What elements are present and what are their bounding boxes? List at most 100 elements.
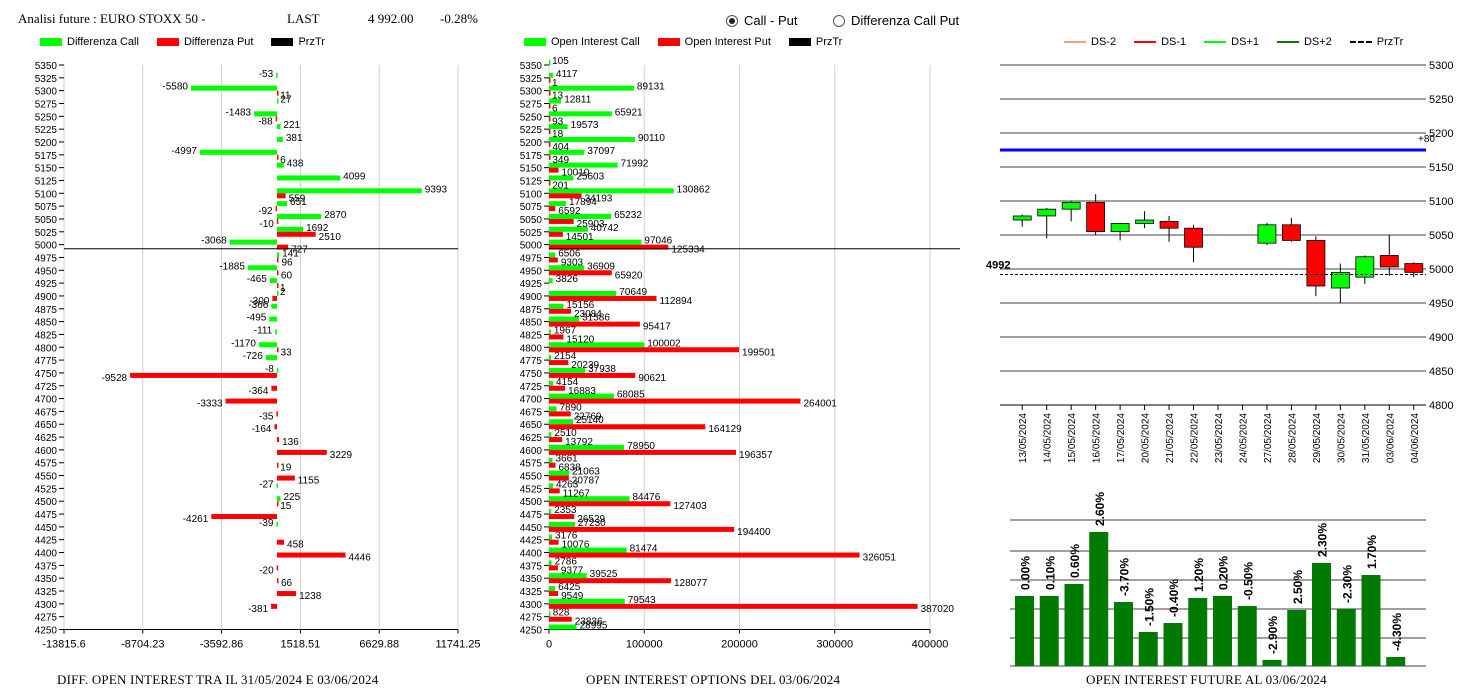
candle-x-tick-label: 03/06/2024: [1385, 413, 1396, 463]
radio-differenza[interactable]: Differenza Call Put: [833, 13, 959, 28]
candle-x-tick-label: 21/05/2024: [1165, 413, 1176, 463]
mid-bar: [549, 560, 552, 566]
left-data-label: 2510: [319, 232, 342, 243]
mid-y-tick-label: 4475: [520, 510, 543, 521]
mid-bar: [549, 496, 630, 502]
mid-data-label: 1967: [554, 325, 577, 336]
left-bar: [130, 372, 277, 378]
left-data-label: -1483: [226, 107, 252, 118]
mid-bar: [549, 578, 671, 584]
mid-y-tick-label: 5150: [520, 164, 543, 175]
mid-y-tick-label: 5350: [520, 61, 543, 72]
left-y-tick-label: 5025: [35, 228, 58, 239]
mid-bar: [549, 252, 556, 258]
pct-bar-label: 0.20%: [1217, 556, 1231, 590]
candle-y-tick-label: 5000: [1429, 264, 1453, 276]
mid-y-tick-label: 5050: [520, 215, 543, 226]
left-bar: [276, 175, 341, 181]
legend-label: DS+2: [1303, 36, 1332, 48]
mid-data-label: 95417: [643, 322, 671, 333]
mid-bar: [549, 154, 551, 160]
legend-left: Differenza Call Differenza Put PrzTr: [40, 36, 343, 48]
left-data-label: -381: [248, 604, 268, 615]
mid-data-label: 36909: [587, 261, 615, 272]
mid-data-label: 201: [552, 180, 569, 191]
legend-label: DS+1: [1231, 36, 1259, 48]
left-data-label: 2870: [324, 210, 347, 221]
mid-y-tick-label: 5175: [520, 151, 543, 162]
left-bar: [276, 98, 279, 104]
mid-data-label: 93: [552, 116, 564, 127]
candle-y-tick-label: 5200: [1429, 128, 1453, 140]
left-data-label: 727: [291, 245, 308, 256]
mid-bar: [549, 111, 612, 117]
left-y-tick-label: 4525: [35, 484, 58, 495]
mid-data-label: 17894: [569, 197, 597, 208]
mid-y-tick-label: 4975: [520, 253, 543, 264]
mid-data-label: 264001: [803, 399, 837, 410]
mid-y-tick-label: 4550: [520, 472, 543, 483]
mid-x-tick-label: 0: [546, 639, 552, 651]
mid-data-label: 3176: [555, 531, 578, 542]
candle-przTr-label: 4992: [986, 259, 1010, 271]
mid-bar: [549, 265, 585, 271]
left-y-tick-label: 4975: [35, 253, 58, 264]
mid-data-label: 25603: [576, 171, 604, 182]
candle-x-tick-label: 16/05/2024: [1092, 413, 1103, 463]
mid-y-tick-label: 4325: [520, 587, 543, 598]
left-data-label: 651: [290, 197, 307, 208]
left-data-label: -465: [247, 274, 267, 285]
pct-bar: [1312, 563, 1331, 666]
left-y-tick-label: 4325: [35, 587, 58, 598]
mid-bar: [549, 483, 554, 489]
mid-bar: [549, 136, 635, 142]
left-y-tick-label: 4400: [35, 549, 58, 560]
left-x-tick-label: 11741.25: [435, 639, 480, 651]
left-y-tick-label: 5225: [35, 125, 58, 136]
mid-data-label: 13: [552, 91, 564, 102]
left-data-label: -3333: [197, 399, 223, 410]
mid-data-label: 68085: [617, 390, 645, 401]
mid-data-label: 65921: [615, 107, 643, 118]
candle-y-tick-label: 5100: [1429, 196, 1453, 208]
left-bar: [276, 437, 280, 443]
left-y-tick-label: 4575: [35, 459, 58, 470]
legend-label: Differenza Put: [183, 36, 254, 48]
radio-selected-icon[interactable]: [726, 14, 738, 27]
left-y-tick-label: 5350: [35, 61, 58, 72]
mid-bar: [549, 437, 563, 443]
mid-x-tick-label: 200000: [721, 639, 758, 651]
mid-bar: [549, 60, 551, 65]
left-data-label: -726: [243, 351, 263, 362]
mid-x-tick-label: 300000: [816, 639, 853, 651]
mid-bar: [549, 290, 617, 296]
pct-bar-label: -3.70%: [1118, 558, 1132, 596]
radio-unselected-icon[interactable]: [833, 14, 845, 27]
mid-data-label: 9549: [561, 591, 584, 602]
pct-bar-label: 1.70%: [1365, 535, 1379, 569]
mid-y-tick-label: 5300: [520, 87, 543, 98]
mid-y-tick-label: 5100: [520, 189, 543, 200]
mid-bar: [549, 573, 587, 579]
left-data-label: -364: [248, 386, 268, 397]
mid-y-tick-label: 4450: [520, 523, 543, 534]
candle-y-tick-label: 4900: [1429, 332, 1453, 344]
candle-x-tick-label: 30/05/2024: [1336, 413, 1347, 463]
left-data-label: 136: [282, 437, 299, 448]
candle-x-tick-label: 24/05/2024: [1238, 413, 1249, 463]
left-bar: [276, 231, 316, 237]
left-data-label: 3229: [330, 450, 353, 461]
mid-bar: [549, 355, 552, 361]
pct-bar-label: 1.20%: [1192, 558, 1206, 592]
mid-bar: [549, 385, 566, 391]
mid-data-label: 39525: [590, 569, 618, 580]
left-data-label: 11: [280, 91, 291, 102]
mid-bar: [549, 393, 614, 399]
left-bar: [276, 501, 279, 507]
left-data-label: 141: [282, 248, 299, 259]
left-bar: [276, 270, 279, 276]
left-bar: [276, 252, 280, 258]
radio-call-put[interactable]: Call - Put: [726, 13, 797, 28]
pct-bar-label: -2.30%: [1340, 565, 1354, 603]
